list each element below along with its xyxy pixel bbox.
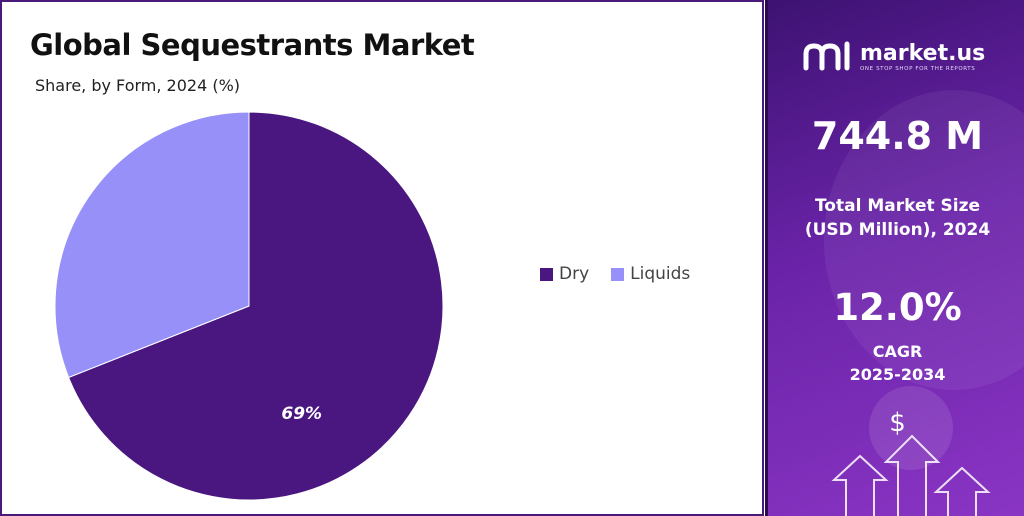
brand-tagline: ONE STOP SHOP FOR THE REPORTS [860, 66, 976, 72]
legend-label-liquids: Liquids [630, 264, 691, 284]
chart-title: Global Sequestrants Market [30, 28, 475, 62]
market-size-value: 744.8 M [811, 114, 984, 158]
pie-slice-liquids [54, 111, 250, 379]
chart-subtitle: Share, by Form, 2024 (%) [35, 76, 241, 95]
legend-label-dry: Dry [559, 264, 590, 284]
chart-panel: Global Sequestrants Market Share, by For… [0, 0, 764, 516]
growth-arrows-icon [831, 434, 991, 516]
data-label-dry: 69% [281, 404, 322, 424]
pie-slice-dry [67, 111, 444, 501]
background-glow [824, 90, 1024, 390]
dollar-sign-icon: $ [889, 408, 906, 438]
decorative-arrows [831, 386, 991, 516]
info-sidebar: market.us ONE STOP SHOP FOR THE REPORTS … [765, 0, 1024, 516]
cagr-label: CAGR 2025-2034 [768, 340, 1024, 386]
brand-logo: market.us ONE STOP SHOP FOR THE REPORTS [802, 38, 985, 76]
cagr-label-line2: 2025-2034 [849, 365, 946, 384]
legend-item-dry: Dry [540, 264, 589, 284]
market-us-logo-icon [803, 41, 850, 71]
market-size-label-line1: Total Market Size [814, 196, 981, 216]
chart-legend: Dry Liquids [540, 264, 690, 284]
pie-chart: 69% [54, 111, 444, 501]
coin-circle-icon [869, 386, 953, 470]
market-size-label-line2: (USD Million), 2024 [804, 220, 991, 240]
cagr-value: 12.0% [833, 286, 962, 329]
legend-swatch-liquids [611, 267, 625, 281]
brand-name: market.us [860, 41, 986, 66]
legend-swatch-dry [540, 267, 553, 281]
cagr-label-line1: CAGR [872, 342, 923, 361]
legend-item-liquids: Liquids [611, 264, 690, 284]
market-size-label: Total Market Size (USD Million), 2024 [768, 194, 1024, 242]
